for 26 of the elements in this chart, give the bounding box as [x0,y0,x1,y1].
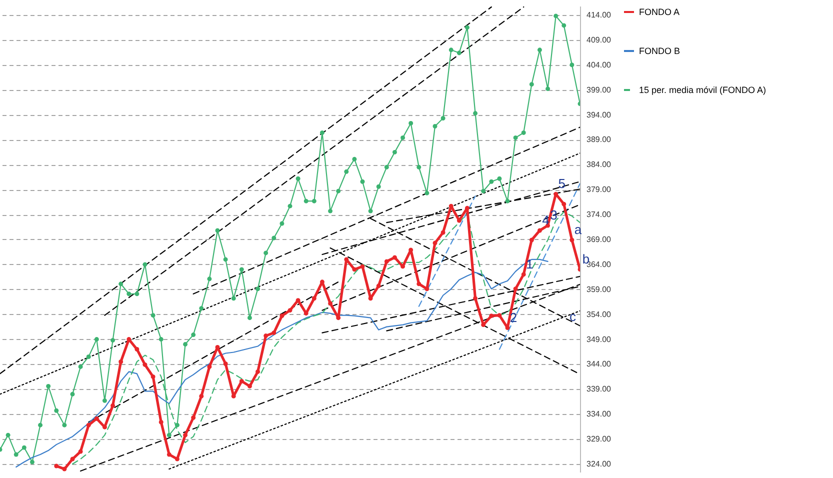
y-tick-label: 364.00 [586,260,612,269]
y-tick-label: 359.00 [586,284,612,294]
y-tick-label: 384.00 [586,160,612,170]
y-tick-label: 329.00 [586,434,612,444]
y-tick-label: 404.00 [586,60,612,70]
annotation: 5 [558,176,566,192]
y-tick-label: 379.00 [586,185,612,194]
y-tick-label: 369.00 [586,235,612,244]
y-tick-label: 409.00 [586,35,612,44]
legend-label: FONDO B [639,46,680,56]
y-tick-label: 399.00 [586,85,612,94]
y-tick-label: 349.00 [586,334,612,344]
annotation: 1 [526,256,534,272]
y-tick-label: 389.00 [586,135,612,144]
y-tick-label: 374.00 [586,210,612,220]
y-tick-label: 334.00 [586,410,612,419]
legend-label: 15 per. media móvil (FONDO A) [639,85,766,95]
legend-label: FONDO A [639,7,680,17]
y-tick-label: 354.00 [586,310,612,319]
y-tick-label: 394.00 [586,110,612,120]
annotation: a [574,222,582,237]
y-tick-label: 324.00 [586,460,612,469]
y-tick-label: 344.00 [586,360,612,369]
annotation: c [570,308,576,324]
y-tick-label: 339.00 [586,384,612,394]
y-tick-label: 414.00 [586,10,612,20]
